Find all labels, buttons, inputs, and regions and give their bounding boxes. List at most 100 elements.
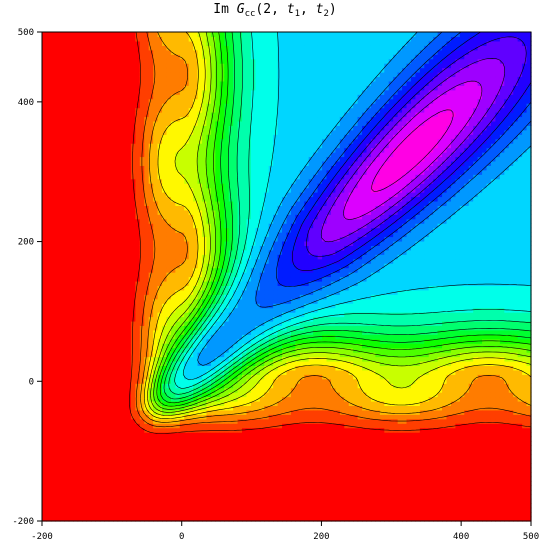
contour-cell [193,67,199,73]
contour-cell [197,463,203,469]
contour-cell [233,280,239,286]
contour-cell [99,507,105,513]
contour-cell [157,32,163,38]
contour-cell [77,445,83,451]
contour-cell [210,352,216,358]
contour-cell [90,449,96,455]
contour-cell [55,107,61,113]
contour-cell [144,476,150,482]
contour-cell [99,396,105,402]
contour-cell [73,303,79,309]
contour-cell [42,445,48,451]
contour-cell [68,63,74,69]
contour-cell [193,205,199,211]
contour-cell [224,312,230,318]
contour-cell [179,36,185,42]
contour-cell [139,267,145,273]
contour-cell [95,378,101,384]
contour-cell [130,160,136,166]
contour-cell [64,360,70,367]
contour-cell [237,129,243,135]
contour-cell [104,183,110,189]
contour-cell [122,214,128,220]
contour-cell [228,298,234,304]
contour-cell [46,343,52,349]
contour-cell [68,312,74,318]
contour-cell [219,98,225,104]
contour-cell [90,249,96,255]
contour-cell [179,134,185,140]
contour-cell [59,374,65,380]
contour-cell [233,365,239,371]
contour-cell [206,112,212,118]
contour-cell [82,365,88,371]
contour-cell [126,365,132,371]
contour-cell [64,289,70,295]
contour-cell [170,85,176,91]
contour-cell [179,423,185,429]
contour-cell [219,276,225,282]
contour-cell [64,467,70,473]
contour-cell [179,338,185,344]
contour-cell [193,103,199,109]
contour-cell [104,196,110,202]
contour-cell [224,369,230,375]
contour-cell [90,267,96,273]
contour-cell [228,174,234,180]
contour-cell [59,414,65,420]
contour-cell [224,112,230,118]
contour-cell [104,267,110,273]
contour-cell [157,498,163,504]
contour-cell [99,232,105,238]
contour-cell [139,67,145,73]
contour-cell [42,512,48,518]
contour-cell [206,245,212,251]
contour-cell [46,125,52,131]
contour-cell [193,187,199,193]
contour-cell [90,440,96,447]
contour-cell [157,98,163,104]
contour-cell [148,463,154,469]
contour-cell [86,200,92,206]
contour-cell [82,507,88,513]
contour-cell [148,276,154,282]
contour-cell [210,360,216,367]
contour-cell [108,467,114,473]
contour-cell [162,489,168,495]
contour-cell [55,32,61,38]
contour-cell [148,423,154,429]
contour-cell [117,343,123,349]
contour-cell [166,192,172,198]
contour-cell [113,107,119,113]
contour-cell [46,427,52,433]
contour-cell [95,343,101,349]
contour-cell [215,303,221,309]
contour-cell [144,365,150,371]
contour-cell [170,356,176,362]
contour-cell [148,400,154,407]
contour-cell [46,480,52,487]
contour-cell [68,360,74,367]
contour-cell [42,352,48,358]
contour-cell [122,436,128,442]
contour-cell [219,329,225,335]
contour-cell [139,76,145,82]
contour-cell [108,183,114,189]
contour-cell [104,58,110,64]
contour-cell [219,280,225,286]
contour-cell [215,98,221,104]
contour-cell [224,463,230,469]
contour-cell [42,503,48,509]
contour-cell [179,449,185,455]
contour-cell [42,396,48,402]
contour-cell [166,32,172,38]
contour-cell [108,49,114,55]
contour-cell [215,134,221,140]
contour-cell [108,36,114,42]
contour-cell [86,85,92,91]
contour-cell [46,369,52,375]
contour-cell [193,480,199,487]
contour-cell [55,356,61,362]
contour-cell [113,36,119,42]
contour-cell [242,338,248,344]
